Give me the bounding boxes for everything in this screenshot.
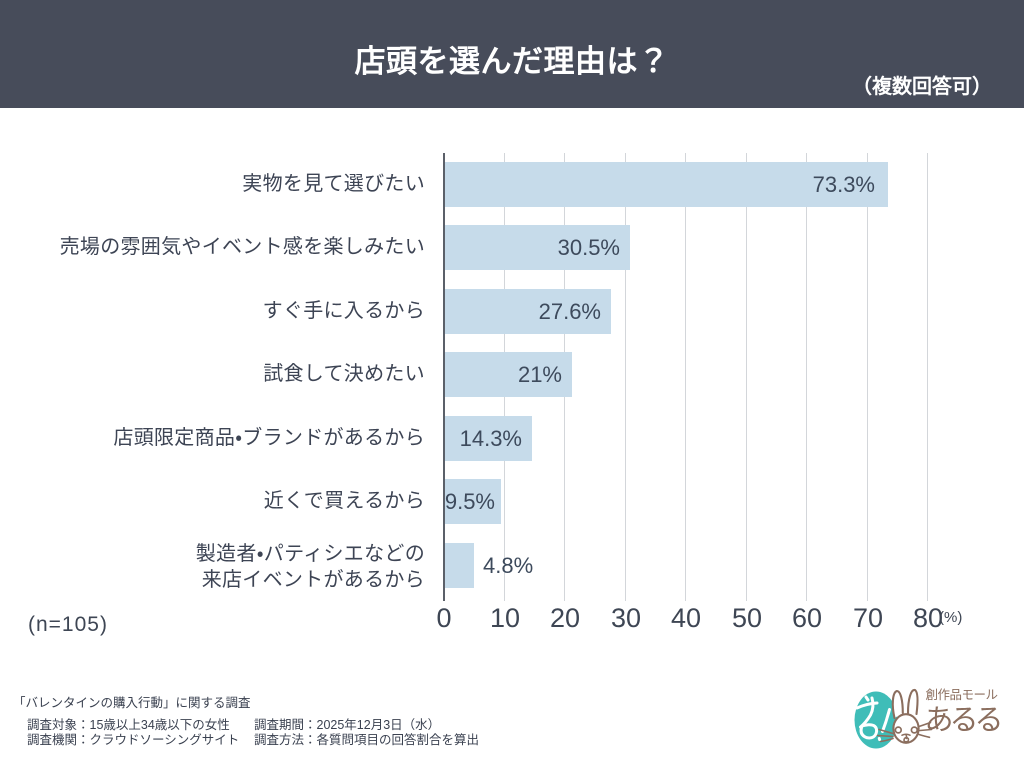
svg-text:創作品モール: 創作品モール	[926, 688, 998, 702]
svg-text:あるる: あるる	[925, 705, 1000, 737]
